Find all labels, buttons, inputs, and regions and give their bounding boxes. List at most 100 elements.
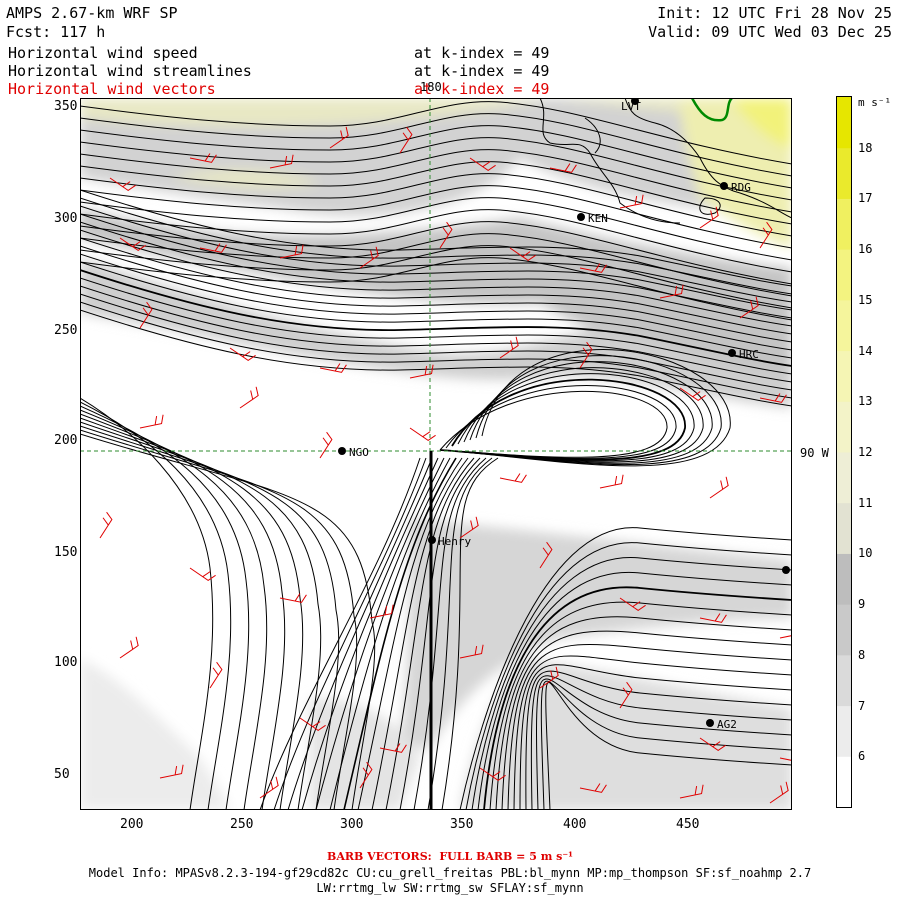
wind-barb xyxy=(699,737,726,752)
wind-barb xyxy=(409,364,434,379)
wind-barb xyxy=(679,784,704,799)
y-tick-50: 50 xyxy=(54,767,70,782)
colorbar-swatch xyxy=(837,97,851,149)
streamline xyxy=(287,457,433,810)
wind-barb xyxy=(119,636,139,659)
field-streamlines: Horizontal wind streamlines xyxy=(8,62,252,80)
meridian-label: 180 xyxy=(420,80,442,94)
streamline xyxy=(519,664,792,810)
streamline xyxy=(530,675,792,810)
colorbar-swatch xyxy=(837,350,851,402)
wind-barb xyxy=(759,393,787,403)
colorbar-label: 18 xyxy=(858,140,873,155)
wind-barb xyxy=(359,761,373,789)
field-vectors-level: at k-index = 49 xyxy=(414,80,550,98)
streamline xyxy=(385,457,475,810)
streamline xyxy=(80,401,232,810)
colorbar-label: 9 xyxy=(858,597,866,612)
wind-barb xyxy=(709,476,729,499)
streamline xyxy=(439,349,731,467)
streamline xyxy=(80,253,792,351)
streamline xyxy=(540,680,792,810)
wind-barb xyxy=(579,783,607,793)
colorbar-swatch xyxy=(837,452,851,504)
wind-barb xyxy=(739,296,759,319)
wind-barb xyxy=(439,221,453,249)
wind-barb xyxy=(769,781,789,804)
wind-barb xyxy=(399,126,413,154)
streamline xyxy=(80,245,792,343)
wind-barb xyxy=(259,776,279,799)
streamline xyxy=(80,285,792,383)
colorbar-swatch xyxy=(837,401,851,453)
green-contour xyxy=(690,98,733,122)
streamline xyxy=(343,457,457,810)
streamline xyxy=(80,261,792,359)
colorbar-swatch xyxy=(837,249,851,301)
streamline xyxy=(441,457,499,810)
streamline xyxy=(80,173,792,237)
wind-barb xyxy=(619,194,644,209)
streamline xyxy=(80,221,792,285)
streamline xyxy=(545,682,792,810)
streamline xyxy=(80,221,792,319)
station-label-lvt: LVT xyxy=(621,100,641,113)
colorbar-swatch xyxy=(837,553,851,605)
wind-barb xyxy=(139,301,153,329)
station-rdg: RDG xyxy=(720,181,751,194)
colorbar-label: 6 xyxy=(858,749,866,764)
colorbar-swatch xyxy=(837,147,851,199)
wind-barb xyxy=(209,661,223,689)
colorbar-swatch xyxy=(837,604,851,656)
streamline xyxy=(513,655,792,810)
valid-time: Valid: 09 UTC Wed 03 Dec 25 xyxy=(648,23,892,41)
wind-barb xyxy=(269,154,294,169)
colorbar-label: 12 xyxy=(858,445,873,459)
streamline xyxy=(80,189,792,287)
y-tick-350: 350 xyxy=(54,99,78,114)
wind-barb xyxy=(319,431,333,459)
wind-barb xyxy=(549,163,577,173)
wind-barb xyxy=(409,427,436,442)
streamline xyxy=(495,616,792,810)
station-label-rdg: RDG xyxy=(731,181,751,194)
wind-barb xyxy=(699,613,727,623)
field-vectors: Horizontal wind vectors xyxy=(8,80,216,98)
wind-barb xyxy=(109,177,136,192)
station-ngo: NGO xyxy=(338,446,369,459)
wind-barb xyxy=(699,206,719,229)
streamline xyxy=(439,355,722,466)
streamline xyxy=(80,429,358,810)
x-tick-450: 450 xyxy=(676,817,700,832)
wind-barb xyxy=(499,473,527,483)
wind-barb xyxy=(499,336,519,359)
streamline xyxy=(357,457,463,810)
station-ken: KEN xyxy=(577,212,608,225)
wind-barb xyxy=(379,743,407,753)
streamline xyxy=(80,205,792,303)
station-lvt: LVT xyxy=(621,98,641,113)
station-label-hrc: HRC xyxy=(739,348,759,361)
colorbar-swatch xyxy=(837,299,851,352)
x-tick-300: 300 xyxy=(340,817,364,832)
station-label-ken: KEN xyxy=(588,212,608,225)
wind-barb xyxy=(299,717,326,732)
station-ag2: AG2 xyxy=(706,718,737,731)
streamline xyxy=(80,213,792,311)
wind-barb xyxy=(369,604,394,619)
wind-barb xyxy=(619,597,646,612)
streamline xyxy=(80,237,792,335)
streamline xyxy=(315,457,445,810)
forecast-hour: Fcst: 117 h xyxy=(6,23,106,41)
wind-barb xyxy=(189,153,217,163)
model-info: Model Info: MPASv8.2.3-194-gf29cd82c CU:… xyxy=(88,866,812,880)
colorbar-unit: m s⁻¹ xyxy=(858,96,892,109)
colorbar-label: 16 xyxy=(858,242,873,257)
x-tick-200: 200 xyxy=(120,817,144,832)
station-edge xyxy=(782,566,790,574)
colorbar-label: 11 xyxy=(858,495,873,510)
model-info-line-2: LW:rrtmg_lw SW:rrtmg_sw SFLAY:sf_mynn xyxy=(316,881,584,895)
model-title: AMPS 2.67-km WRF SP xyxy=(6,4,178,22)
colorbar-swatches xyxy=(837,97,851,807)
coastline xyxy=(539,98,792,224)
